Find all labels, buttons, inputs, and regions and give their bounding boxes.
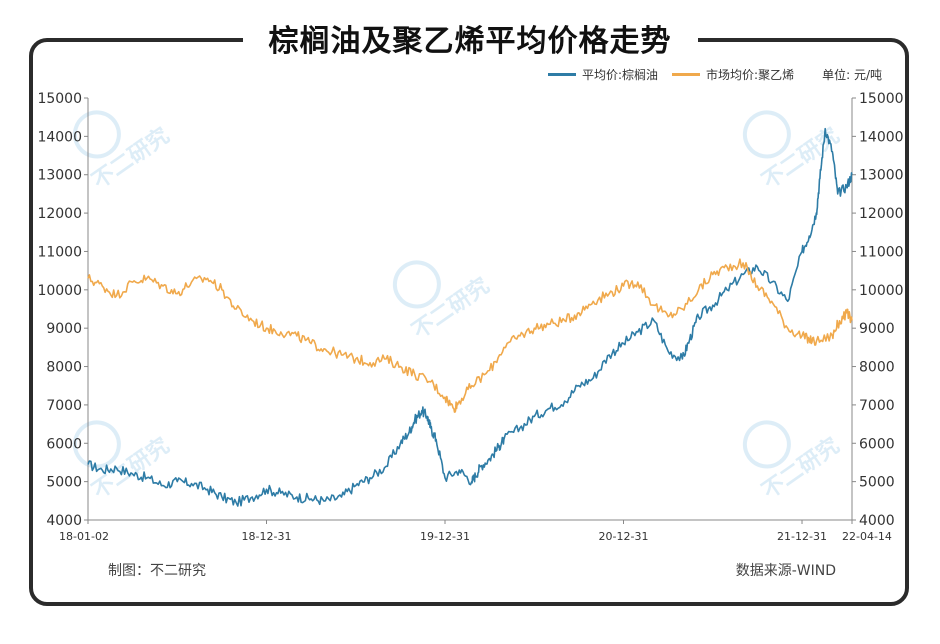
y-tick-label-right: 15000 (859, 91, 904, 107)
title-bar: 棕榈油及聚乙烯平均价格走势 (0, 10, 940, 66)
y-tick-label-left: 14000 (37, 129, 82, 145)
y-tick-label-right: 12000 (859, 206, 904, 222)
watermark: 不二研究 (742, 110, 844, 194)
y-tick-label-right: 6000 (859, 436, 895, 452)
series-line-palm-oil (87, 127, 853, 507)
legend-item-palm-oil: 平均价:棕榈油 (548, 66, 658, 83)
x-tick-label: 20-12-31 (599, 530, 649, 543)
y-tick-label-left: 6000 (46, 436, 82, 452)
watermark-logo (72, 420, 121, 469)
y-tick-label-left: 8000 (46, 360, 82, 376)
y-tick-label-right: 9000 (859, 321, 895, 337)
x-tick-label: 22-04-14 (842, 530, 892, 543)
legend: 平均价:棕榈油 市场均价:聚乙烯 单位: 元/吨 (548, 66, 882, 83)
watermark: 不二研究 (742, 420, 844, 504)
unit-label: 单位: 元/吨 (822, 68, 882, 82)
y-tick-label-right: 10000 (859, 283, 904, 299)
y-tick-label-right: 5000 (859, 475, 895, 491)
y-tick-label-left: 10000 (37, 283, 82, 299)
x-tick-label: 18-01-02 (59, 530, 109, 543)
y-tick-label-right: 14000 (859, 129, 904, 145)
y-tick-label-right: 4000 (859, 513, 895, 529)
y-tick-label-left: 11000 (37, 244, 82, 260)
watermark-logo (742, 420, 791, 469)
legend-label-palm-oil: 平均价:棕榈油 (582, 68, 659, 82)
footer-source: 数据来源-WIND (735, 563, 836, 579)
y-tick-label-right: 13000 (859, 168, 904, 184)
y-tick-label-left: 13000 (37, 168, 82, 184)
watermark: 不二研究 (392, 260, 494, 344)
chart-title: 棕榈油及聚乙烯平均价格走势 (242, 16, 698, 60)
y-tick-label-left: 15000 (37, 91, 82, 107)
watermark-logo (392, 260, 441, 309)
y-tick-label-left: 4000 (46, 513, 82, 529)
y-tick-label-right: 7000 (859, 398, 895, 414)
watermark-text: 不二研究 (87, 122, 174, 194)
legend-swatch-palm-oil (548, 73, 576, 76)
x-tick-label: 21-12-31 (777, 530, 827, 543)
watermark-logo (72, 110, 121, 159)
series-lines (87, 127, 853, 507)
y-tick-label-left: 9000 (46, 321, 82, 337)
watermark-logo (742, 110, 791, 159)
axes: 4000 5000 6000 7000 8000 9000 10000 11000 12000 1… (37, 91, 903, 543)
y-tick-label-right: 11000 (859, 244, 904, 260)
x-tick-label: 19-12-31 (420, 530, 470, 543)
x-tick-label: 18-12-31 (242, 530, 292, 543)
legend-swatch-polyethylene (672, 73, 701, 76)
watermark-text: 不二研究 (757, 432, 844, 504)
y-tick-label-left: 7000 (46, 398, 82, 414)
y-tick-label-left: 12000 (37, 206, 82, 222)
legend-label-polyethylene: 市场均价:聚乙烯 (706, 68, 795, 82)
watermark-text: 不二研究 (757, 122, 844, 194)
legend-item-polyethylene: 市场均价:聚乙烯 (672, 66, 794, 83)
series-line-polyethylene (87, 258, 853, 413)
y-tick-label-left: 5000 (46, 475, 82, 491)
watermark-text: 不二研究 (407, 272, 494, 344)
y-tick-label-right: 8000 (859, 360, 895, 376)
footer-credit: 制图：不二研究 (108, 563, 206, 579)
